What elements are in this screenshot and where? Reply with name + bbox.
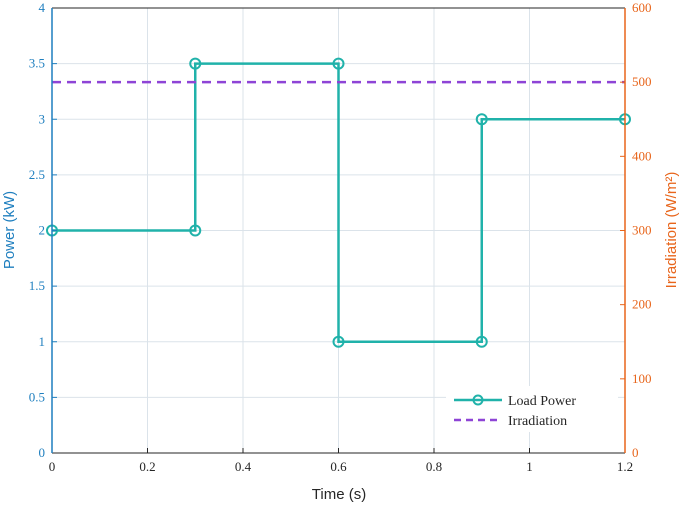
legend-irradiation-label: Irradiation [508,414,567,429]
data-point-load-power [332,57,345,70]
y-left-tick-label: 3 [39,111,46,126]
y-left-tick-label: 2 [39,223,46,238]
y-left-tick-label: 1 [39,334,46,349]
y-right-tick-label: 400 [632,148,652,163]
legend-load-power-label: Load Power [508,394,576,409]
plot-series [46,57,631,348]
legend-load-power-marker [472,394,484,406]
legend: Load Power Irradiation [446,386,618,432]
y-right-tick-label: 100 [632,371,652,386]
x-tick-label: 1 [526,459,533,474]
x-axis-label: Time (s) [312,486,366,503]
x-tick-label: 0.4 [235,459,252,474]
y-right-tick-label: 0 [632,445,639,460]
series-line-load-power [52,62,625,343]
y-left-tick-label: 0 [39,445,46,460]
y-axis-left-label: Power (kW) [1,191,18,269]
data-point-load-power [475,113,488,126]
x-tick-label: 0.2 [139,459,155,474]
x-tick-label: 0.6 [330,459,347,474]
tick-labels: 0 0.2 0.4 0.6 0.8 1 1.200.511.522.533.54010020… [29,0,652,474]
data-point-load-power [189,57,202,70]
data-point-load-power [189,224,202,237]
axes [51,7,626,454]
y-right-tick-label: 500 [632,74,652,89]
y-left-tick-label: 2.5 [29,167,45,182]
x-tick-label: 0.8 [426,459,442,474]
y-left-tick-label: 0.5 [29,389,45,404]
data-point-load-power [475,335,488,348]
data-point-load-power [332,335,345,348]
y-right-tick-label: 600 [632,0,652,15]
x-tick-label: 1.2 [617,459,633,474]
y-left-tick-label: 1.5 [29,278,45,293]
y-right-tick-label: 200 [632,297,652,312]
x-tick-label: 0 [49,459,56,474]
y-left-tick-label: 3.5 [29,56,45,71]
y-axis-right-label: Irradiation (W/m²) [663,172,680,289]
legend-box [446,386,618,432]
y-left-tick-label: 4 [39,0,46,15]
y-right-tick-label: 300 [632,223,652,238]
